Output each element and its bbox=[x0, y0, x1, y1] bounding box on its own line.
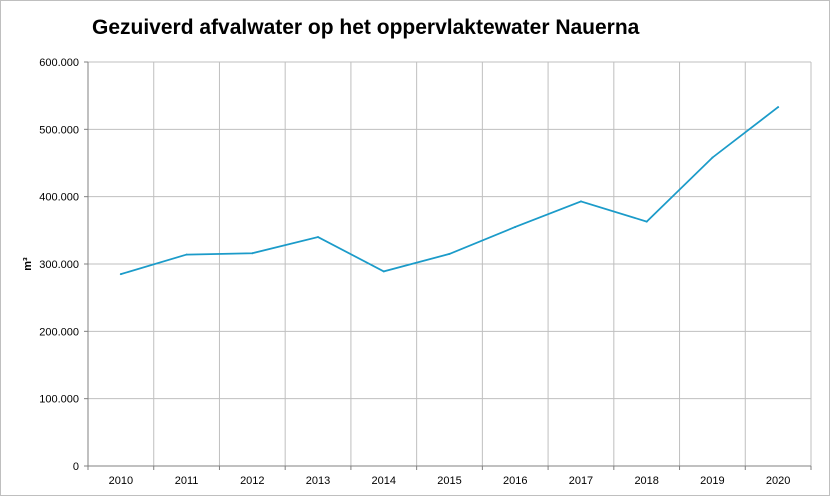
data-point bbox=[579, 200, 582, 203]
data-point bbox=[251, 252, 254, 255]
y-tick-label: 100.000 bbox=[39, 394, 79, 406]
data-point bbox=[185, 253, 188, 256]
y-tick-label: 300.000 bbox=[39, 259, 79, 271]
x-tick-label: 2018 bbox=[634, 475, 658, 487]
axes bbox=[84, 61, 812, 470]
x-tick-label: 2017 bbox=[569, 475, 593, 487]
x-tick-label: 2011 bbox=[175, 475, 199, 487]
tick-labels: 0 100.000 200.000 300.000 400.000 500.000 600.… bbox=[39, 57, 790, 487]
data-point bbox=[514, 225, 517, 228]
y-tick-label: 0 bbox=[73, 461, 79, 473]
x-tick-label: 2010 bbox=[109, 475, 133, 487]
data-point bbox=[711, 156, 714, 159]
data-point bbox=[777, 106, 780, 109]
x-tick-label: 2013 bbox=[306, 475, 330, 487]
series-layer bbox=[119, 106, 780, 276]
data-point bbox=[317, 236, 320, 239]
data-point bbox=[119, 273, 122, 276]
data-point bbox=[645, 220, 648, 223]
x-tick-label: 2019 bbox=[700, 475, 724, 487]
x-tick-label: 2014 bbox=[372, 475, 396, 487]
y-tick-label: 200.000 bbox=[39, 326, 79, 338]
x-tick-label: 2015 bbox=[437, 475, 461, 487]
y-tick-label: 600.000 bbox=[39, 57, 79, 69]
gridlines bbox=[88, 61, 812, 466]
y-tick-label: 400.000 bbox=[39, 192, 79, 204]
x-tick-label: 2020 bbox=[766, 475, 790, 487]
y-axis-label: m³ bbox=[22, 257, 34, 271]
y-tick-label: 500.000 bbox=[39, 124, 79, 136]
chart-title: Gezuiverd afvalwater op het oppervlaktew… bbox=[92, 16, 640, 39]
data-point bbox=[382, 270, 385, 273]
x-tick-label: 2012 bbox=[240, 475, 264, 487]
data-point bbox=[448, 252, 451, 255]
x-tick-label: 2016 bbox=[503, 475, 527, 487]
